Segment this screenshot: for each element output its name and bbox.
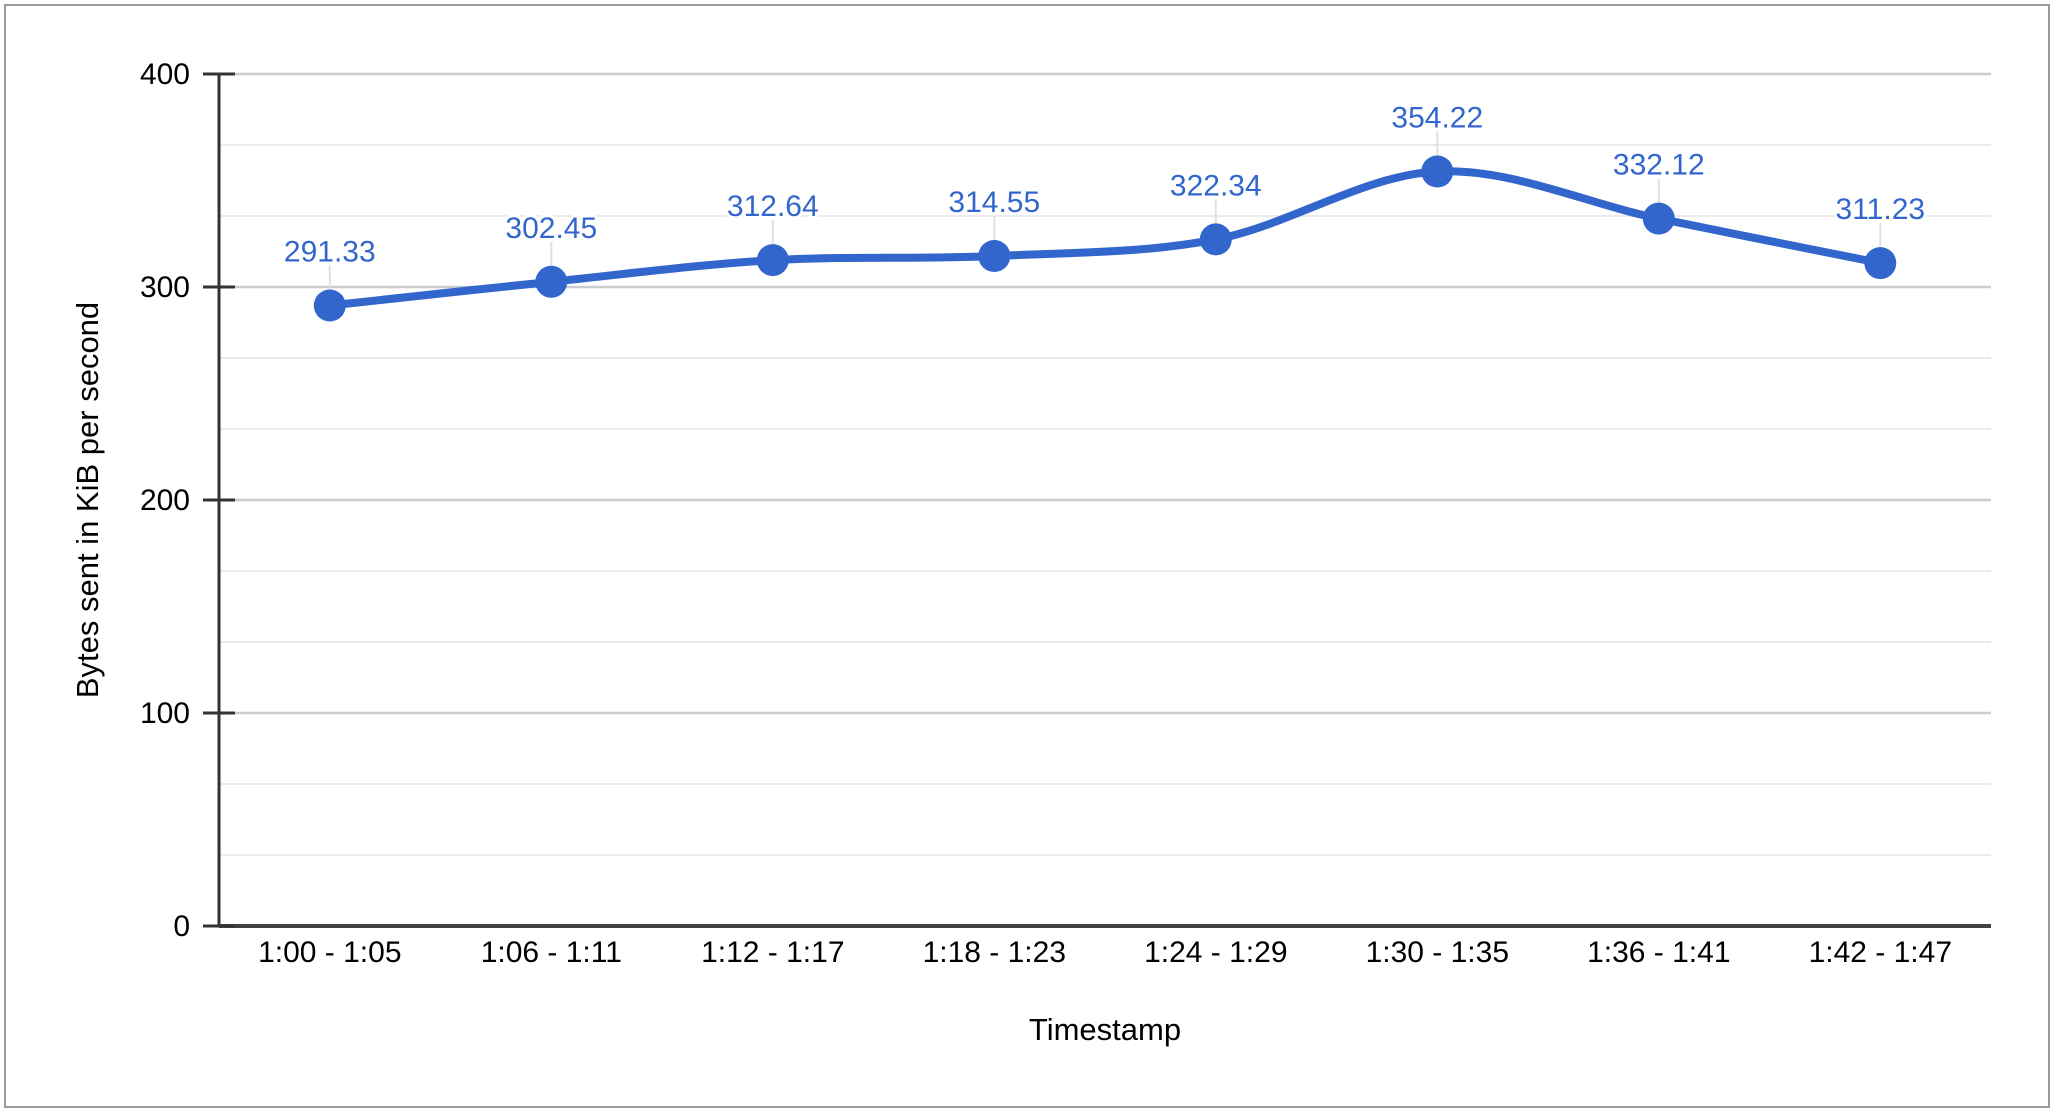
x-axis-title: Timestamp — [1028, 1012, 1182, 1047]
x-axis-tick-label: 1:00 - 1:05 — [258, 936, 401, 969]
x-axis-tick-label: 1:12 - 1:17 — [701, 936, 844, 969]
data-label: 314.55 — [948, 186, 1040, 219]
data-label: 312.64 — [727, 190, 819, 223]
data-point[interactable] — [535, 265, 568, 298]
data-point[interactable] — [756, 244, 789, 277]
data-label: 322.34 — [1170, 169, 1262, 202]
data-label: 291.33 — [284, 236, 376, 269]
y-axis-tick-label: 400 — [140, 58, 190, 91]
x-axis-tick-label: 1:06 - 1:11 — [481, 936, 622, 969]
x-axis-tick-label: 1:24 - 1:29 — [1144, 936, 1287, 969]
data-label: 311.23 — [1836, 193, 1926, 226]
data-point[interactable] — [313, 289, 346, 322]
series-line — [325, 167, 1885, 310]
data-point[interactable] — [1421, 155, 1454, 188]
x-axis-tick-label: 1:18 - 1:23 — [923, 936, 1066, 969]
data-point[interactable] — [1864, 247, 1897, 280]
data-point[interactable] — [978, 240, 1011, 272]
y-axis-tick-label: 200 — [140, 484, 190, 517]
x-axis-tick-label: 1:36 - 1:41 — [1587, 936, 1730, 969]
data-point[interactable] — [1199, 223, 1232, 256]
y-axis-title: Bytes sent in KiB per second — [70, 301, 105, 699]
y-axis-tick-label: 300 — [140, 271, 190, 304]
x-axis-tick-label: 1:30 - 1:35 — [1366, 936, 1509, 969]
y-axis-tick-label: 0 — [173, 910, 190, 943]
data-label: 332.12 — [1613, 149, 1705, 182]
data-label: 302.45 — [505, 212, 597, 245]
y-axis-tick-label: 100 — [140, 697, 190, 730]
data-label: 354.22 — [1391, 102, 1483, 135]
data-point[interactable] — [1642, 202, 1675, 235]
x-axis-tick-label: 1:42 - 1:47 — [1809, 936, 1952, 969]
